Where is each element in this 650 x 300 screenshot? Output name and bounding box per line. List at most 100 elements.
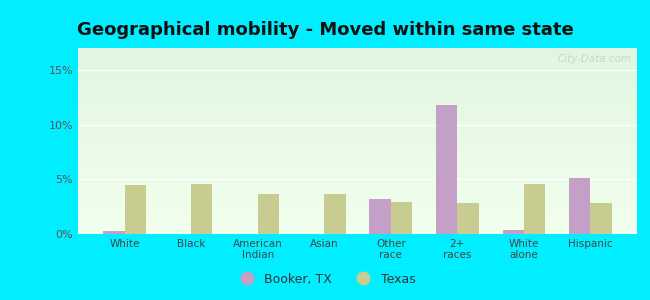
Bar (78, 186, 637, 188)
Bar (78, 172, 637, 175)
Bar (78, 50, 637, 52)
Bar (78, 210, 637, 212)
Bar (78, 63, 637, 65)
Bar (78, 87, 637, 89)
Bar (78, 230, 637, 232)
Bar (78, 184, 637, 186)
Bar (103, 231, 125, 234)
Bar (78, 48, 637, 50)
Bar (78, 200, 637, 202)
Bar (78, 89, 637, 91)
Bar (78, 189, 637, 191)
Bar (78, 102, 637, 104)
Bar (436, 105, 457, 234)
Bar (78, 98, 637, 100)
Bar (78, 150, 637, 152)
Bar (502, 230, 524, 234)
Bar (78, 219, 637, 221)
Bar (78, 70, 637, 72)
Bar (78, 57, 637, 59)
Bar (78, 195, 637, 197)
Bar (78, 117, 637, 119)
Bar (78, 225, 637, 226)
Bar (78, 176, 637, 178)
Bar (78, 78, 637, 80)
Bar (78, 208, 637, 210)
Bar (78, 56, 637, 57)
Bar (78, 212, 637, 214)
Text: City-Data.com: City-Data.com (557, 54, 631, 64)
Bar (78, 126, 637, 128)
Bar (78, 145, 637, 147)
Bar (78, 76, 637, 78)
Bar (78, 214, 637, 215)
Bar (78, 122, 637, 124)
Bar (78, 191, 637, 193)
Bar (78, 165, 637, 167)
Bar (78, 141, 637, 143)
Bar (524, 184, 545, 234)
Bar (78, 139, 637, 141)
Bar (78, 65, 637, 67)
Bar (78, 100, 637, 102)
Bar (78, 221, 637, 223)
Bar (78, 128, 637, 130)
Bar (78, 134, 637, 135)
Bar (78, 148, 637, 150)
Bar (78, 160, 637, 161)
Bar (391, 202, 412, 234)
Bar (78, 202, 637, 204)
Bar (78, 106, 637, 107)
Bar (78, 80, 637, 82)
Bar (78, 121, 637, 122)
Bar (78, 188, 637, 189)
Bar (78, 161, 637, 163)
Bar (78, 68, 637, 70)
Bar (78, 175, 637, 176)
Bar (258, 194, 279, 234)
Bar (78, 82, 637, 83)
Bar (78, 152, 637, 154)
Bar (78, 130, 637, 132)
Bar (78, 215, 637, 217)
Bar (78, 147, 637, 148)
Bar (78, 167, 637, 169)
Bar (78, 91, 637, 93)
Bar (324, 194, 346, 234)
Bar (78, 197, 637, 199)
Bar (78, 156, 637, 158)
Bar (78, 169, 637, 171)
Bar (78, 137, 637, 139)
Bar (78, 158, 637, 160)
Bar (78, 113, 637, 115)
Bar (457, 203, 478, 234)
Bar (78, 171, 637, 172)
Bar (78, 59, 637, 61)
Legend: Booker, TX, Texas: Booker, TX, Texas (229, 268, 421, 291)
Bar (78, 110, 637, 111)
Bar (78, 178, 637, 180)
Bar (78, 52, 637, 54)
Bar (78, 85, 637, 87)
Bar (78, 163, 637, 165)
Bar (78, 206, 637, 208)
Bar (78, 74, 637, 76)
Bar (78, 154, 637, 156)
Bar (78, 193, 637, 195)
Bar (78, 135, 637, 137)
Bar (78, 182, 637, 184)
Bar (78, 119, 637, 121)
Bar (78, 132, 637, 134)
Bar (78, 223, 637, 225)
Bar (78, 67, 637, 68)
Bar (78, 96, 637, 98)
Bar (369, 199, 391, 234)
Bar (78, 228, 637, 230)
Bar (78, 107, 637, 110)
Bar (191, 184, 213, 234)
Bar (78, 199, 637, 200)
Bar (125, 185, 146, 234)
Bar (78, 72, 637, 74)
Bar (78, 104, 637, 106)
Bar (78, 115, 637, 117)
